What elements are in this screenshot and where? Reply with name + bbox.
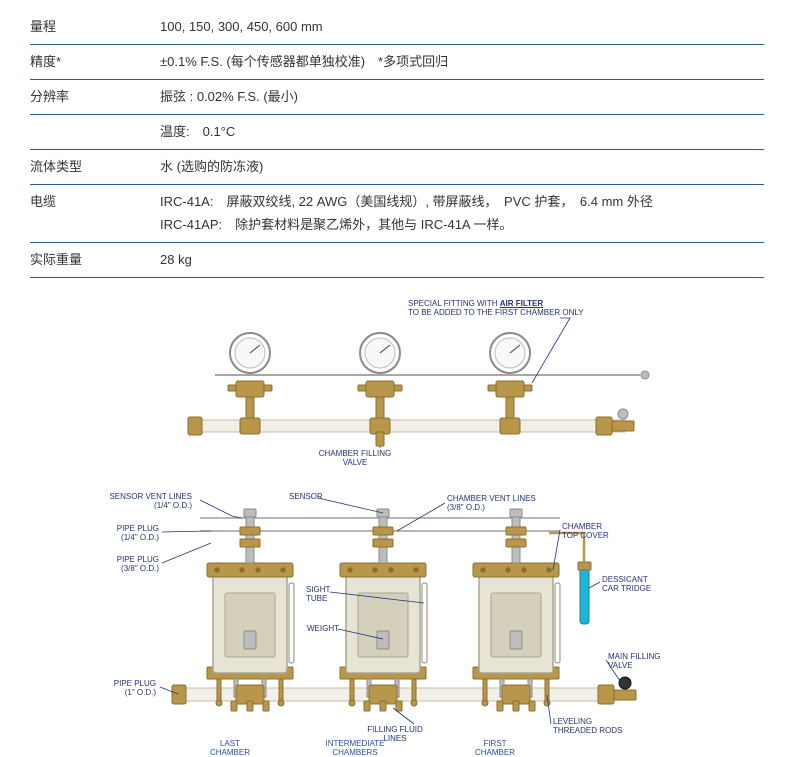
spec-label: 实际重量 — [30, 247, 160, 270]
diagram-annotation-front: PIPE PLUG(3/8" O.D.) — [39, 556, 159, 574]
chamber-label: FIRSTCHAMBER — [455, 740, 535, 757]
diagram-annotation-front: LEVELINGTHREADED RODS — [553, 718, 622, 736]
diagram-annotation-front: CHAMBER VENT LINES(3/8" O.D.) — [447, 495, 536, 513]
spec-label: 精度* — [30, 49, 160, 72]
diagram-annotation-front: SENSOR — [289, 493, 323, 502]
spec-value: 水 (选购的防冻液) — [160, 154, 764, 180]
diagram-annotation-front: PIPE PLUG(1/4" O.D.) — [39, 525, 159, 543]
diagram-annotation-front: SIGHTTUBE — [306, 586, 330, 604]
diagram-annotation-front: WEIGHT — [307, 625, 339, 634]
spec-label: 流体类型 — [30, 154, 160, 177]
diagram-annotation-top: SPECIAL FITTING WITH AIR FILTERTO BE ADD… — [408, 300, 584, 318]
chamber-label: LASTCHAMBER — [190, 740, 270, 757]
spec-row: 温度: 0.1°C — [30, 115, 764, 150]
spec-label — [30, 119, 160, 123]
spec-table: 量程100, 150, 300, 450, 600 mm精度*±0.1% F.S… — [0, 0, 794, 298]
spec-value: 100, 150, 300, 450, 600 mm — [160, 14, 764, 40]
diagram-annotation-front: DESSICANTCAR TRIDGE — [602, 576, 651, 594]
spec-value: 振弦 : 0.02% F.S. (最小) — [160, 84, 764, 110]
chamber-label: INTERMEDIATECHAMBERS — [315, 740, 395, 757]
diagram-annotation-top: CHAMBER FILLINGVALVE — [305, 450, 405, 468]
diagram-annotation-front: MAIN FILLINGVALVE — [608, 653, 660, 671]
spec-label: 电缆 — [30, 189, 160, 212]
spec-row: 精度*±0.1% F.S. (每个传感器都单独校准) *多项式回归 — [30, 45, 764, 80]
spec-row: 流体类型水 (选购的防冻液) — [30, 150, 764, 185]
diagram-annotation-front: SENSOR VENT LINES(1/4" O.D.) — [72, 493, 192, 511]
spec-row: 分辨率振弦 : 0.02% F.S. (最小) — [30, 80, 764, 115]
spec-label: 分辨率 — [30, 84, 160, 107]
spec-row: 量程100, 150, 300, 450, 600 mm — [30, 10, 764, 45]
spec-row: 实际重量28 kg — [30, 243, 764, 278]
technical-diagram: SPECIAL FITTING WITH AIR FILTERTO BE ADD… — [0, 298, 794, 748]
spec-label: 量程 — [30, 14, 160, 37]
spec-row: 电缆IRC-41A: 屏蔽双绞线, 22 AWG（美国线规）, 带屏蔽线， PV… — [30, 185, 764, 242]
spec-value: 温度: 0.1°C — [160, 119, 764, 145]
spec-value: IRC-41A: 屏蔽双绞线, 22 AWG（美国线规）, 带屏蔽线， PVC … — [160, 189, 764, 237]
diagram-annotation-front: PIPE PLUG(1" O.D.) — [36, 680, 156, 698]
spec-value: 28 kg — [160, 247, 764, 273]
spec-value: ±0.1% F.S. (每个传感器都单独校准) *多项式回归 — [160, 49, 764, 75]
diagram-annotation-front: CHAMBERTOP COVER — [562, 523, 609, 541]
